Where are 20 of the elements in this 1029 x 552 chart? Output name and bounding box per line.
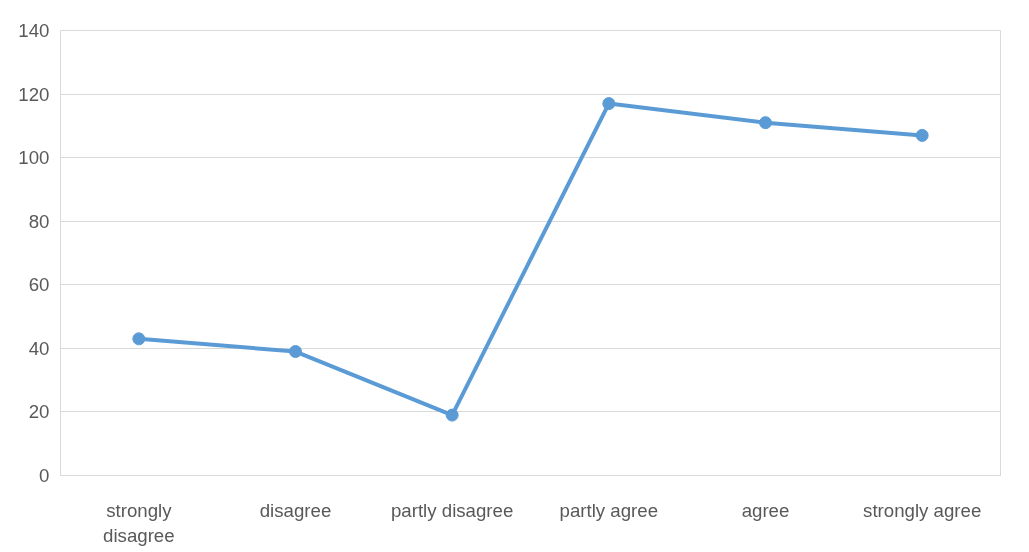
x-tick-label: strongly disagree — [103, 499, 175, 546]
y-tick-label: 140 — [18, 20, 50, 41]
point — [132, 332, 146, 346]
point — [289, 345, 302, 359]
y-tick-label: 120 — [18, 83, 50, 105]
x-tick-label: partly agree — [559, 499, 659, 521]
y-tick-label: 100 — [18, 147, 50, 169]
x-tick-label: strongly agree — [863, 499, 982, 521]
x-tick-label: partly disagree — [390, 499, 514, 521]
point — [445, 408, 459, 422]
x-tick-label: agree — [741, 499, 790, 521]
y-tick-label: 0 — [39, 465, 50, 486]
point — [759, 116, 772, 130]
x-tick-label: disagree — [259, 499, 332, 521]
point — [915, 128, 929, 142]
y-tick-label: 40 — [28, 337, 50, 359]
y-tick-label: 80 — [28, 210, 50, 232]
y-tick-label: 20 — [28, 401, 50, 423]
y-tick-label: 60 — [28, 274, 50, 296]
point — [602, 97, 616, 111]
